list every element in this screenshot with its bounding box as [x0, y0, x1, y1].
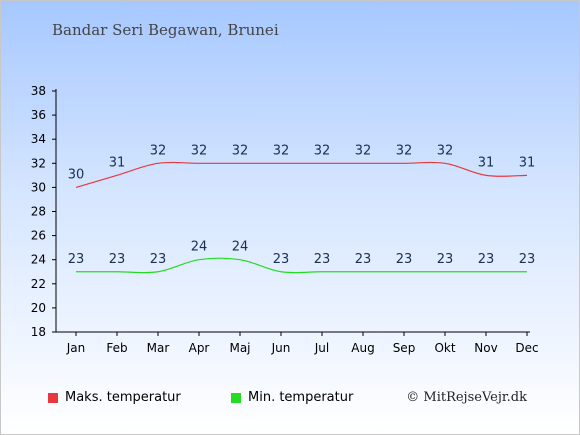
x-tick-label: Jun: [271, 341, 291, 355]
y-tick-label: 28: [31, 205, 46, 219]
legend-max-label: Maks. temperatur: [65, 390, 181, 405]
y-tick-label: 34: [31, 132, 46, 146]
data-label-max: 31: [519, 155, 536, 170]
data-label-max: 32: [355, 143, 372, 158]
data-label-min: 23: [314, 252, 331, 267]
x-tick-label: Maj: [229, 341, 250, 355]
x-tick-label: Sep: [393, 341, 416, 355]
data-label-max: 31: [109, 155, 126, 170]
legend-max: Maks. temperatur: [48, 390, 181, 405]
data-label-min: 23: [437, 252, 454, 267]
x-tick-label: Apr: [189, 341, 210, 355]
y-tick-label: 22: [31, 277, 46, 291]
legend-min: Min. temperatur: [231, 390, 353, 405]
data-label-max: 32: [191, 143, 208, 158]
data-label-max: 32: [273, 143, 290, 158]
series-line-min: [75, 257, 527, 274]
data-label-min: 23: [109, 252, 126, 267]
data-label-min: 23: [273, 252, 290, 267]
legend-max-swatch: [48, 392, 58, 403]
data-label-max: 32: [396, 143, 413, 158]
legend-min-label: Min. temperatur: [248, 390, 354, 405]
y-tick-label: 30: [31, 180, 46, 194]
data-label-min: 24: [191, 240, 208, 255]
y-tick-label: 36: [31, 108, 46, 122]
y-tick-label: 20: [31, 301, 46, 315]
credit: © MitRejseVejr.dk: [406, 390, 527, 405]
data-label-max: 31: [478, 155, 495, 170]
x-tick-label: Dec: [515, 341, 538, 355]
data-label-max: 32: [437, 143, 454, 158]
y-tick-label: 24: [31, 253, 46, 267]
data-label-min: 23: [355, 252, 372, 267]
x-tick-label: Okt: [434, 341, 455, 355]
data-label-min: 23: [478, 252, 495, 267]
y-tick-label: 18: [31, 325, 46, 339]
data-label-min: 23: [68, 252, 85, 267]
y-tick-label: 32: [31, 156, 46, 170]
y-tick-label: 38: [31, 84, 46, 98]
x-tick-label: Feb: [106, 341, 127, 355]
data-label-min: 23: [396, 252, 413, 267]
x-tick-label: Aug: [351, 341, 374, 355]
legend-min-swatch: [231, 392, 241, 403]
data-label-min: 23: [519, 252, 536, 267]
data-label-min: 23: [150, 252, 167, 267]
series-line-max: [75, 161, 528, 188]
x-tick-label: Jan: [66, 341, 86, 355]
data-label-max: 32: [150, 143, 167, 158]
data-label-max: 32: [314, 143, 331, 158]
x-tick-label: Nov: [474, 341, 497, 355]
x-tick-label: Mar: [147, 341, 170, 355]
x-tick-label: Jul: [314, 341, 329, 355]
data-label-max: 30: [68, 167, 85, 182]
chart-title: Bandar Seri Begawan, Brunei: [52, 21, 279, 39]
y-tick-label: 26: [31, 229, 46, 243]
data-label-max: 32: [232, 143, 249, 158]
data-label-min: 24: [232, 240, 249, 255]
